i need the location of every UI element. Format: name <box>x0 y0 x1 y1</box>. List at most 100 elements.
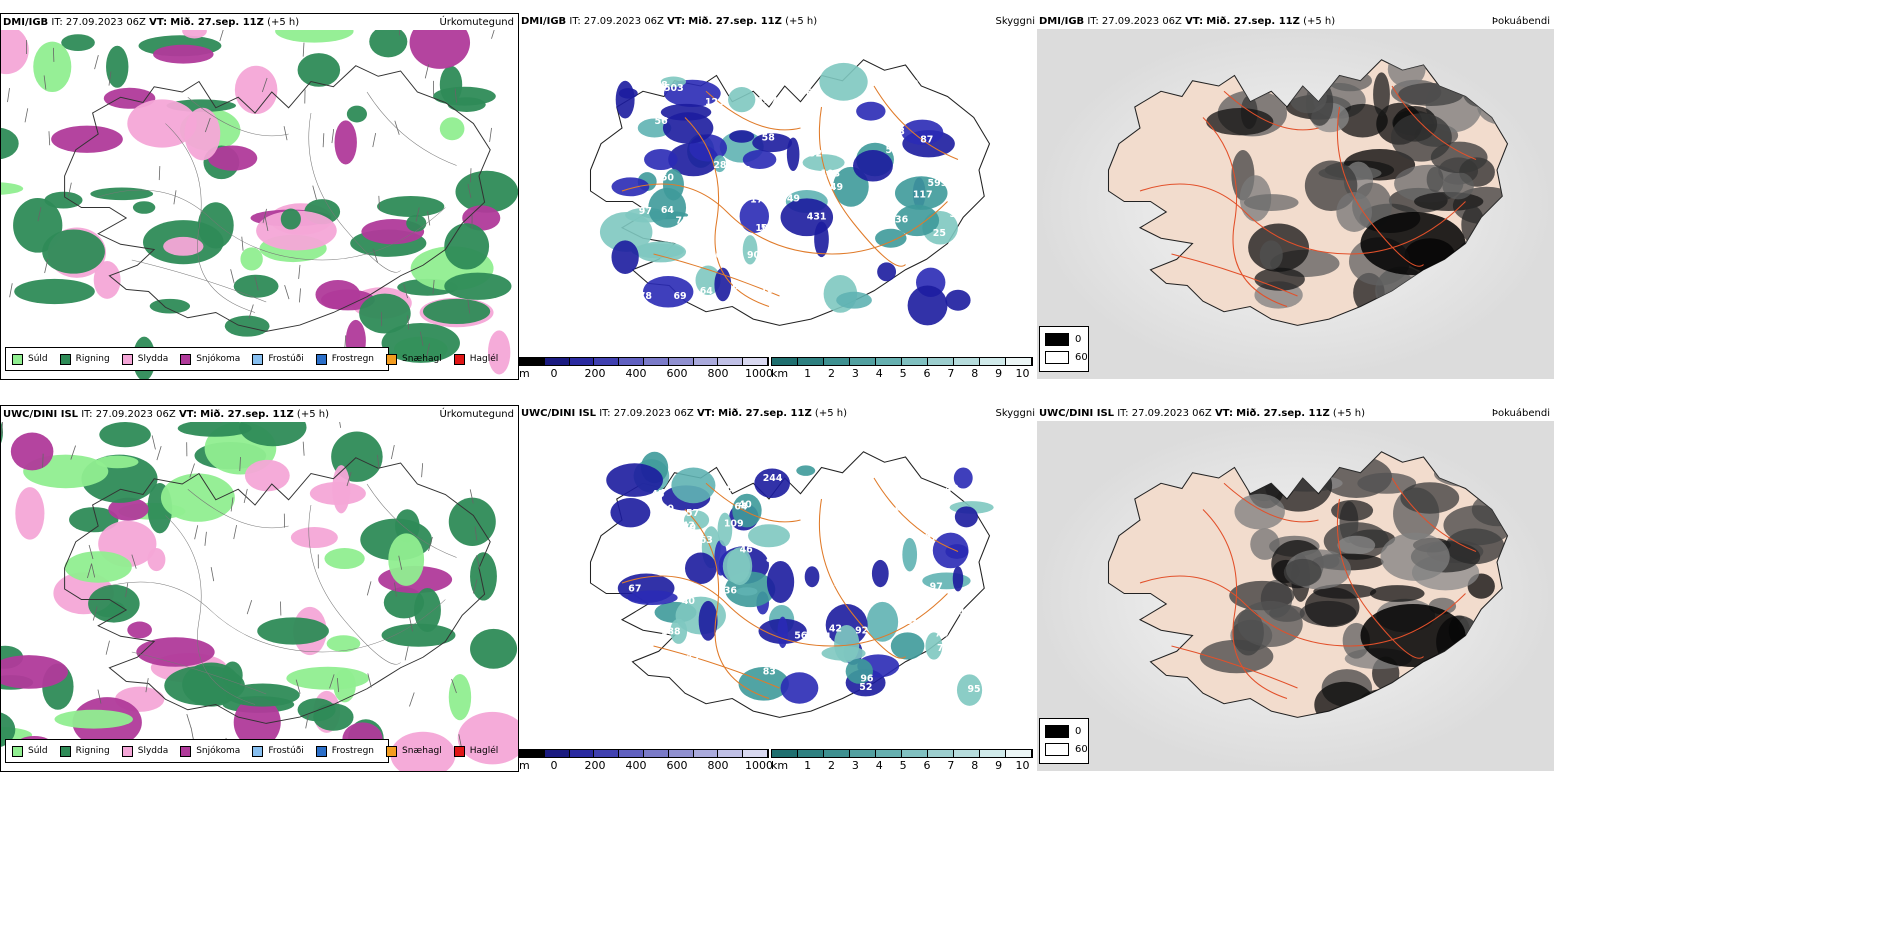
legend-swatch <box>315 353 327 365</box>
precip-legend: Súld Rigning Slydda Snjókoma Frostúði Frostre… <box>5 347 498 371</box>
wind-barb <box>409 617 413 632</box>
model-name: UWC/DINI ISL <box>3 409 79 420</box>
precip-area <box>321 289 375 311</box>
wind-barb <box>403 284 408 299</box>
precip-area <box>1 127 19 159</box>
scale-ticks: m 0 200 400 600 800 1000 <box>519 758 773 772</box>
visibility-label: 90 <box>916 623 930 634</box>
precip-legend: Súld Rigning Slydda Snjókoma Frostúði Frostre… <box>5 739 498 763</box>
wind-barb <box>262 208 267 223</box>
precip-area <box>33 41 72 92</box>
fog-area <box>1250 528 1280 560</box>
visibility-label: 131 <box>888 288 908 299</box>
low-visibility-area <box>890 632 925 660</box>
low-visibility-area <box>866 601 899 642</box>
wind-barb <box>219 30 224 42</box>
visibility-label: 82 <box>906 79 919 90</box>
legend-label: Rigning <box>75 354 110 364</box>
scale-ticks: km 1 2 3 4 5 6 7 8 9 10 <box>771 758 1033 772</box>
fog-area <box>1337 535 1376 555</box>
legend-label: Slydda <box>137 354 169 364</box>
fog-area <box>1283 558 1322 587</box>
visibility-label: 57 <box>686 508 699 519</box>
low-visibility-area <box>631 243 684 259</box>
visibility-label: 90 <box>788 521 802 532</box>
precip-area <box>15 487 45 540</box>
visibility-label: 56 <box>844 518 858 529</box>
low-visibility-area <box>945 289 971 311</box>
init-time: IT: 27.09.2023 06Z <box>1117 408 1212 419</box>
visibility-label: 43 <box>686 652 699 663</box>
precip-map <box>1 30 518 379</box>
wind-barb <box>125 582 129 598</box>
fog-area <box>1400 482 1460 514</box>
lead-time: (+5 h) <box>814 408 847 419</box>
precip-area <box>127 99 197 148</box>
visibility-label: 88 <box>918 509 931 520</box>
legend-swatch <box>386 353 398 365</box>
visibility-label: 47 <box>769 192 782 203</box>
precip-area <box>234 65 278 115</box>
lead-time: (+5 h) <box>1332 408 1365 419</box>
visibility-label: 69 <box>911 512 924 523</box>
precip-area <box>256 210 337 251</box>
precip-area <box>326 635 361 652</box>
visibility-label: 36 <box>720 484 734 495</box>
visibility-label: 93 <box>892 126 905 137</box>
visibility-label: 78 <box>639 291 652 302</box>
fog-area <box>1259 240 1283 270</box>
valid-time: Mið. 27.sep. 11Z <box>718 408 812 419</box>
scale-bar <box>771 357 1033 366</box>
precip-area <box>444 272 512 300</box>
wind-barb <box>97 689 102 704</box>
visibility-label: 10 <box>959 607 973 618</box>
legend-label: Súld <box>28 746 48 756</box>
scale-step <box>980 750 1006 757</box>
precip-area <box>275 30 354 43</box>
legend-item-1: Rigning <box>59 745 110 757</box>
wind-barb <box>428 536 433 552</box>
wind-barb <box>366 581 372 596</box>
precip-area <box>286 666 370 690</box>
scale-step <box>569 358 595 365</box>
visibility-label: 188 <box>661 626 681 637</box>
visibility-label: 49 <box>903 616 916 627</box>
visibility-label: 40 <box>739 499 753 510</box>
scale-tick: 10 <box>1015 759 1030 772</box>
visibility-label: 64 <box>630 144 644 155</box>
scale-step <box>743 750 768 757</box>
precip-area <box>44 191 83 209</box>
wind-barb <box>474 526 478 541</box>
low-visibility-area <box>956 674 983 706</box>
wind-barb <box>469 489 474 504</box>
wind-barb <box>1 422 3 436</box>
precip-area <box>233 274 279 298</box>
wind-barb <box>239 456 241 472</box>
wind-barb <box>189 463 195 478</box>
visibility-label: 40 <box>945 484 959 495</box>
visibility-label: 56 <box>805 266 819 277</box>
scale-tick: 3 <box>851 759 859 772</box>
road-line <box>653 253 780 297</box>
low-visibility-area <box>695 265 721 295</box>
precip-area <box>433 86 496 106</box>
valid-time: Mið. 27.sep. 11Z <box>688 16 782 27</box>
wind-barb <box>264 216 269 232</box>
precip-area <box>233 697 281 748</box>
wind-barb <box>299 288 301 303</box>
precip-area <box>423 298 491 325</box>
scale-step <box>902 358 928 365</box>
scale-tick: 1 <box>804 367 812 380</box>
wind-barb <box>329 674 335 689</box>
wind-barb <box>158 166 161 181</box>
scale-tick: 1000 <box>745 759 773 772</box>
low-visibility-area <box>671 467 716 504</box>
visibility-label: 92 <box>855 625 868 636</box>
low-visibility-area <box>856 101 886 121</box>
visibility-label: 68 <box>646 533 659 544</box>
precip-area <box>244 459 290 492</box>
legend-item-7: Haglél <box>453 353 498 365</box>
valid-time-label: VT: <box>1214 408 1233 419</box>
scale-unit: km <box>771 759 789 772</box>
valid-time-label: VT: <box>1185 16 1204 27</box>
